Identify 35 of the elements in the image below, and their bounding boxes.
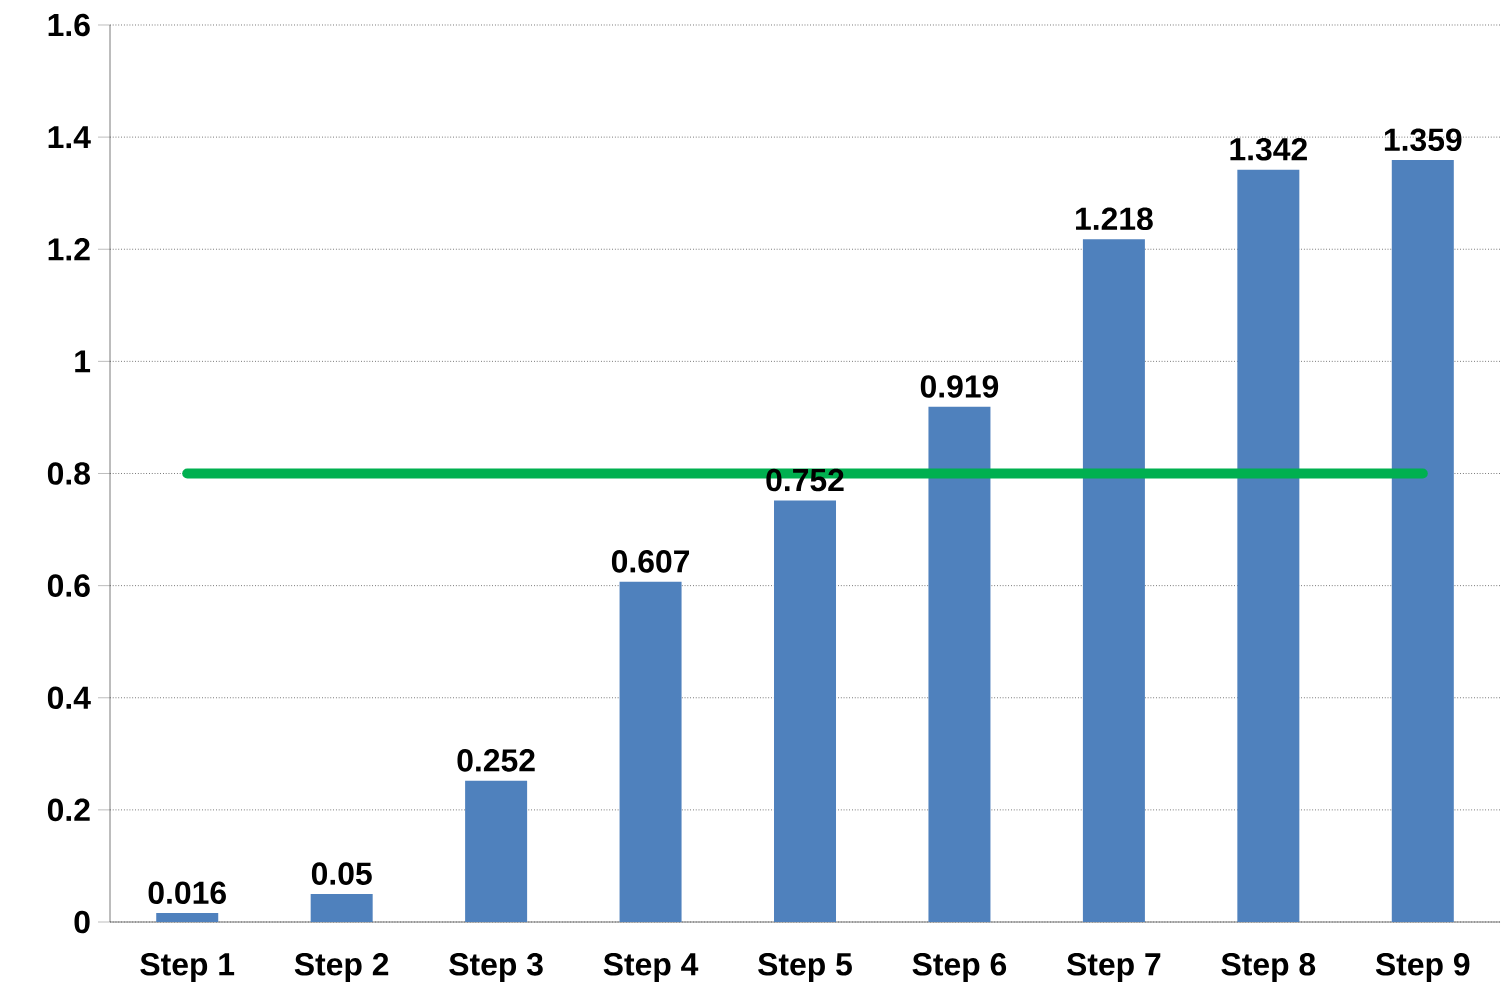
data-label: 0.05 — [311, 862, 372, 885]
bar — [774, 500, 837, 922]
bar — [156, 913, 219, 922]
data-label: 0.919 — [920, 375, 999, 398]
data-label: 1.218 — [1076, 207, 1153, 231]
y-tick-label: 0.6 — [47, 574, 90, 597]
data-label: 1.342 — [1230, 137, 1307, 161]
x-tick-label: Step 6 — [912, 953, 1007, 982]
x-tick-label: Step 3 — [449, 953, 543, 982]
bar — [928, 406, 991, 922]
y-tick-label: 1.4 — [48, 126, 91, 149]
data-label: 0.607 — [611, 550, 690, 573]
y-tick-label: 0.8 — [47, 462, 90, 485]
y-tick-label: 1.6 — [48, 13, 90, 37]
y-tick-label: 0.2 — [47, 798, 90, 822]
bar — [465, 780, 528, 922]
bar — [1391, 160, 1454, 922]
y-tick-label: 0.4 — [47, 686, 91, 710]
y-tick-label: 0 — [74, 910, 90, 934]
data-label: 0.016 — [148, 881, 226, 904]
bar — [310, 893, 373, 922]
x-tick-label: Step 7 — [1066, 953, 1161, 982]
x-tick-label: Step 2 — [294, 953, 389, 982]
x-tick-label: Step 1 — [140, 953, 235, 982]
data-label: 1.359 — [1384, 128, 1462, 152]
bar — [1237, 169, 1300, 922]
data-label: 0.252 — [457, 749, 535, 772]
y-tick-label: 1.2 — [48, 238, 90, 261]
x-tick-label: Step 8 — [1221, 953, 1316, 982]
bar — [1082, 239, 1145, 922]
x-tick-label: Step 5 — [758, 953, 852, 982]
y-tick-label: 1 — [75, 350, 91, 373]
x-tick-label: Step 4 — [603, 953, 699, 982]
bar — [619, 581, 682, 922]
x-tick-label: Step 9 — [1375, 953, 1470, 982]
